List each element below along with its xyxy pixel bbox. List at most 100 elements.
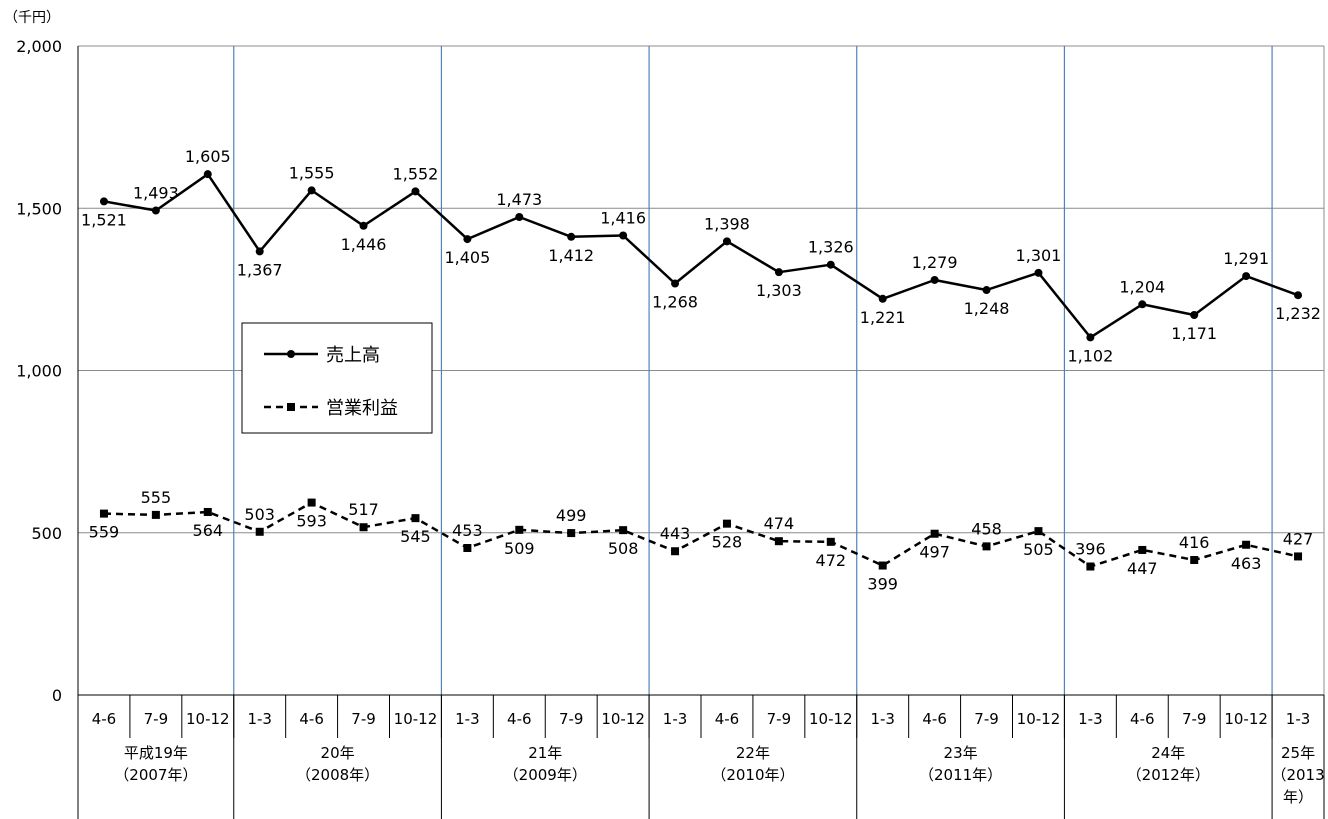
operating-profit-point [567,529,576,538]
data-label: 1,405 [444,248,490,267]
legend-label-sales: 売上高 [326,345,380,366]
operating-profit-point [878,561,887,570]
data-label: 509 [504,539,535,558]
operating-profit-point [826,537,835,546]
data-labels: 1,521 1,493 1,605 1,367 1,555 1,446 1,552 1,405… [81,147,1321,593]
x-tick-label: 10-12 [809,710,853,728]
x-tick-label: 4-6 [1130,710,1155,728]
sales-point [1086,333,1095,342]
x-tick-label: 10-12 [1224,710,1268,728]
legend-box [241,322,433,434]
data-label: 1,521 [81,210,127,229]
sales-point [1138,300,1147,309]
year-label-line: （2010年） [711,766,794,784]
x-tick-label: 1-3 [663,710,688,728]
sales-point [774,268,783,277]
operating-profit-point [515,525,524,534]
sales-point [722,237,731,246]
operating-profit-point [722,519,731,528]
data-label: 443 [660,524,691,543]
data-label: 545 [400,527,431,546]
unit-label: （千円） [4,10,60,26]
data-label: 1,232 [1275,304,1321,323]
sales-point [567,232,576,241]
sales-point [359,221,368,230]
data-label: 564 [193,521,224,540]
x-axis: 平成19年 （2007年） 20年 （2008年） 21年 （2009年） 22年 （2010… [77,694,1325,819]
operating-profit-point [671,547,680,556]
operating-profit-point [1086,562,1095,571]
x-tick-label: 7-9 [559,710,584,728]
data-label: 1,555 [289,163,335,182]
y-tick-label: 1,000 [16,362,62,381]
sales-point [982,286,991,295]
year-label: 21年 （2009年） [504,744,587,784]
data-label: 505 [1023,540,1054,559]
x-tick-label: 4-6 [299,710,324,728]
year-label-line: 平成19年 [124,744,188,762]
data-label: 1,367 [237,260,283,279]
data-label: 1,412 [548,246,594,265]
data-label: 499 [556,506,587,525]
x-tick-label: 10-12 [1017,710,1061,728]
operating-profit-point [99,509,108,518]
series-group [99,170,1303,571]
x-tick-label: 10-12 [394,710,438,728]
data-label: 1,204 [1119,277,1165,296]
operating-profit-point [359,523,368,532]
operating-profit-point [1190,556,1199,565]
year-label-line: 22年 [736,744,770,762]
data-label: 1,268 [652,293,698,312]
y-tick-label: 2,000 [16,37,62,56]
x-tick-label: 1-3 [1078,710,1103,728]
data-label: 555 [141,488,172,507]
year-label-line: 20年 [321,744,355,762]
data-label: 1,291 [1223,249,1269,268]
sales-point [151,206,160,215]
year-label: 22年 （2010年） [711,744,794,784]
data-label: 416 [1179,533,1210,552]
year-label: 24年 （2012年） [1127,744,1210,784]
year-label: 20年 （2008年） [296,744,379,784]
data-label: 427 [1283,529,1314,548]
year-label-line: （2011年） [919,766,1002,784]
x-tick-label: 1-3 [870,710,895,728]
y-tick-label: 1,500 [16,199,62,218]
sales-point [1294,291,1303,300]
y-axis: 0 500 1,000 1,500 2,000 [16,37,79,705]
operating-profit-point [1034,527,1043,536]
year-label-line: （2007年） [114,766,197,784]
data-label: 508 [608,539,639,558]
operating-profit-point [1138,545,1147,554]
operating-profit-point [463,544,472,553]
data-label: 472 [816,551,847,570]
data-label: 1,473 [496,190,542,209]
x-tick-label: 7-9 [1182,710,1207,728]
data-label: 1,221 [860,308,906,327]
year-label: 25年 （2013 年） [1271,744,1324,806]
x-tick-label: 7-9 [351,710,376,728]
sales-point [411,187,420,196]
x-tick-label: 4-6 [715,710,740,728]
sales-point [1190,311,1199,320]
sales-point [1242,272,1251,281]
legend: 売上高 営業利益 [241,322,433,434]
data-label: 1,248 [964,299,1010,318]
data-label: 1,326 [808,238,854,257]
operating-profit-point [203,507,212,516]
legend-marker-sales [287,350,295,358]
x-tick-label: 7-9 [974,710,999,728]
x-tick-label: 7-9 [767,710,792,728]
y-tick-label: 0 [52,686,62,705]
sales-point [671,279,680,288]
year-label-line: 23年 [944,744,978,762]
x-tick-label: 4-6 [507,710,532,728]
sales-point [99,197,108,206]
data-label: 1,605 [185,147,231,166]
x-tick-label: 1-3 [1286,710,1311,728]
operating-profit-point [619,526,628,535]
data-label: 503 [244,505,275,524]
data-label: 1,493 [133,184,179,203]
operating-profit-point [774,537,783,546]
